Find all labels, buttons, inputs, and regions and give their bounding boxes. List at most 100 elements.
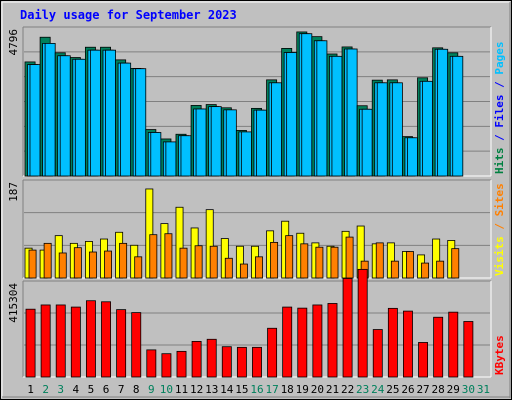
bar-kbytes-day-20	[312, 304, 323, 378]
bar-kbytes-day-29	[448, 311, 459, 378]
legend-entry: Pages	[493, 42, 506, 75]
bar-pages-day-16	[256, 109, 267, 177]
bar-pages-day-24	[376, 82, 388, 177]
bar-pages-day-10	[165, 141, 177, 177]
x-tick-label: 7	[118, 383, 125, 396]
x-tick-label: 26	[401, 383, 414, 396]
bar-sites-day-24	[375, 242, 384, 279]
bar-sites-day-29	[451, 248, 460, 279]
bar-visits-day-13	[205, 209, 214, 279]
legend-entry: /	[493, 75, 506, 95]
bar-pages-day-22	[346, 48, 358, 177]
scale-label: 4796	[7, 29, 20, 56]
panel-visits-sites: 187 Visits / Sites	[7, 179, 506, 279]
bar-pages-day-13	[210, 106, 222, 177]
bar-kbytes-day-5	[85, 300, 96, 378]
x-tick-label: 4	[73, 383, 80, 396]
bar-pages-day-17	[271, 82, 283, 177]
bar-kbytes-day-9	[146, 349, 157, 378]
x-tick-label: 16	[250, 383, 263, 396]
bar-sites-day-22	[345, 236, 354, 279]
bar-kbytes-day-2	[40, 304, 51, 378]
x-tick-label: 14	[220, 383, 234, 396]
legend-entry: Visits	[493, 236, 506, 276]
bar-sites-day-27	[421, 262, 430, 279]
x-tick-label: 29	[447, 383, 460, 396]
bar-sites-day-7	[119, 242, 128, 279]
bar-kbytes-day-4	[70, 306, 81, 378]
panels: 4796 Hits / Files / Pages 187 Visits / Site…	[7, 26, 506, 378]
x-tick-label: 15	[235, 383, 248, 396]
bar-pages-day-15	[240, 131, 252, 177]
bar-kbytes-day-25	[387, 307, 398, 378]
bar-kbytes-day-1	[25, 308, 36, 378]
bar-kbytes-day-12	[191, 341, 202, 378]
bar-pages-day-11	[180, 135, 192, 177]
bar-kbytes-day-28	[433, 316, 444, 378]
bar-sites-day-18	[285, 235, 294, 279]
bar-sites-day-1	[28, 249, 37, 279]
bar-pages-day-2	[44, 43, 56, 177]
bar-pages-day-18	[286, 52, 298, 177]
bar-pages-day-8	[135, 68, 147, 177]
legend-visits-sites: Visits / Sites	[493, 183, 506, 276]
bar-pages-day-9	[150, 132, 162, 177]
bar-sites-day-8	[134, 256, 143, 279]
x-tick-label: 8	[133, 383, 140, 396]
bar-sites-day-21	[330, 246, 339, 279]
bar-pages-day-1	[29, 64, 41, 177]
bar-sites-day-25	[390, 260, 399, 279]
panel-hits-files-pages: 4796 Hits / Files / Pages	[7, 26, 506, 177]
bar-visits-day-28	[432, 238, 441, 279]
bar-pages-day-29	[452, 55, 464, 177]
bar-sites-day-28	[436, 260, 445, 279]
x-tick-label: 22	[341, 383, 354, 396]
x-tick-label: 28	[432, 383, 445, 396]
bar-visits-day-15	[235, 245, 244, 279]
x-tick-label: 30	[462, 383, 475, 396]
x-tick-label: 12	[190, 383, 203, 396]
legend-entry: KBytes	[493, 335, 506, 375]
x-tick-label: 6	[103, 383, 110, 396]
panel-kbytes: 415304 KBytes	[7, 268, 506, 378]
bar-pages-day-4	[74, 58, 86, 177]
bar-kbytes-day-27	[418, 342, 429, 378]
bar-pages-day-3	[59, 55, 71, 177]
x-tick-label: 31	[477, 383, 490, 396]
bar-kbytes-day-11	[176, 350, 187, 378]
bar-sites-day-15	[239, 263, 248, 279]
bar-kbytes-day-7	[116, 309, 127, 378]
bar-pages-day-28	[437, 48, 449, 177]
x-tick-label: 3	[57, 383, 64, 396]
legend-entry: Sites	[493, 183, 506, 216]
bar-sites-day-14	[224, 257, 233, 279]
bar-pages-day-21	[331, 55, 343, 177]
bar-sites-day-3	[58, 252, 67, 279]
bar-sites-day-9	[149, 234, 158, 279]
legend-hits-files-pages: Hits / Files / Pages	[493, 42, 506, 175]
scale-label: 187	[7, 182, 20, 202]
bar-sites-day-11	[179, 247, 188, 279]
x-tick-label: 5	[88, 383, 95, 396]
x-axis-labels: 1 2 3 4 5 6 7 8 9 10 11 12 13 14 15 16 17 18 19 20 21 22 23 24 2…	[27, 383, 490, 396]
bar-pages-day-19	[301, 33, 313, 177]
bar-kbytes-day-26	[403, 310, 413, 378]
x-tick-label: 18	[281, 383, 294, 396]
bar-kbytes-day-17	[267, 327, 278, 378]
bar-pages-day-25	[391, 82, 403, 177]
bar-sites-day-5	[88, 251, 97, 279]
bar-kbytes-day-18	[282, 306, 293, 378]
bar-kbytes-day-16	[252, 346, 262, 378]
bar-pages-day-23	[361, 108, 373, 177]
x-tick-label: 27	[416, 383, 429, 396]
scale-label: 415304	[7, 283, 20, 323]
bar-kbytes-day-8	[131, 312, 142, 378]
bar-pages-day-27	[422, 80, 434, 177]
bar-kbytes-day-3	[55, 304, 66, 378]
bar-sites-day-12	[194, 245, 203, 279]
bar-kbytes-day-10	[161, 353, 172, 378]
bar-kbytes-day-13	[206, 338, 217, 378]
bar-pages-day-26	[407, 137, 418, 177]
bar-pages-day-7	[120, 62, 132, 177]
